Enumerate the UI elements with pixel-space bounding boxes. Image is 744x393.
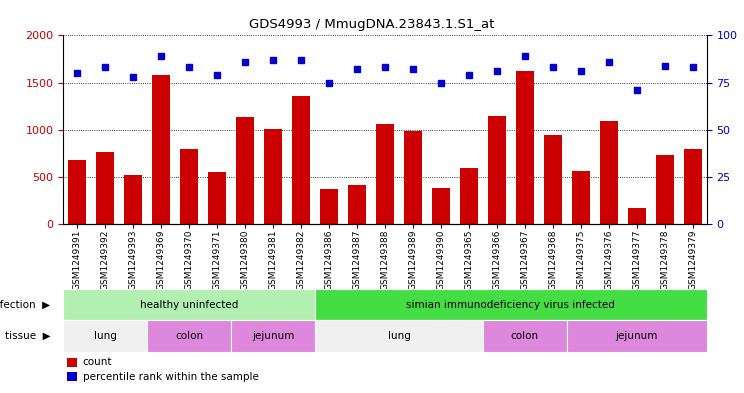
Text: infection  ▶: infection ▶ xyxy=(0,299,51,310)
Text: lung: lung xyxy=(388,331,411,341)
Bar xyxy=(124,175,142,224)
Bar xyxy=(63,320,147,352)
Bar xyxy=(460,168,478,224)
Bar xyxy=(315,320,483,352)
Bar xyxy=(488,116,506,224)
Bar xyxy=(236,118,254,224)
Text: colon: colon xyxy=(511,331,539,341)
Bar xyxy=(147,320,231,352)
Text: colon: colon xyxy=(175,331,203,341)
Bar xyxy=(567,320,707,352)
Bar xyxy=(376,124,394,224)
Bar xyxy=(516,71,534,224)
Bar xyxy=(348,185,366,224)
Text: lung: lung xyxy=(94,331,117,341)
Text: percentile rank within the sample: percentile rank within the sample xyxy=(83,372,258,382)
Text: simian immunodeficiency virus infected: simian immunodeficiency virus infected xyxy=(406,299,615,310)
Bar xyxy=(483,320,567,352)
Bar xyxy=(208,172,226,224)
Bar xyxy=(655,155,674,224)
Text: tissue  ▶: tissue ▶ xyxy=(5,331,51,341)
Bar xyxy=(432,188,450,224)
Text: GDS4993 / MmugDNA.23843.1.S1_at: GDS4993 / MmugDNA.23843.1.S1_at xyxy=(249,18,495,31)
Bar xyxy=(544,135,562,224)
Bar xyxy=(180,149,198,224)
Bar xyxy=(628,208,646,224)
Text: jejunum: jejunum xyxy=(252,331,295,341)
Bar xyxy=(315,289,707,320)
Bar xyxy=(63,289,315,320)
Bar xyxy=(572,171,590,224)
Bar xyxy=(292,96,310,224)
Text: healthy uninfected: healthy uninfected xyxy=(140,299,238,310)
Bar xyxy=(600,121,618,224)
Text: jejunum: jejunum xyxy=(616,331,658,341)
Bar xyxy=(96,152,115,224)
Bar xyxy=(684,149,702,224)
Bar xyxy=(231,320,315,352)
Bar xyxy=(68,160,86,224)
Bar xyxy=(264,129,282,224)
Bar xyxy=(404,130,422,224)
Bar xyxy=(152,75,170,224)
Bar xyxy=(320,189,339,224)
Text: count: count xyxy=(83,357,112,367)
